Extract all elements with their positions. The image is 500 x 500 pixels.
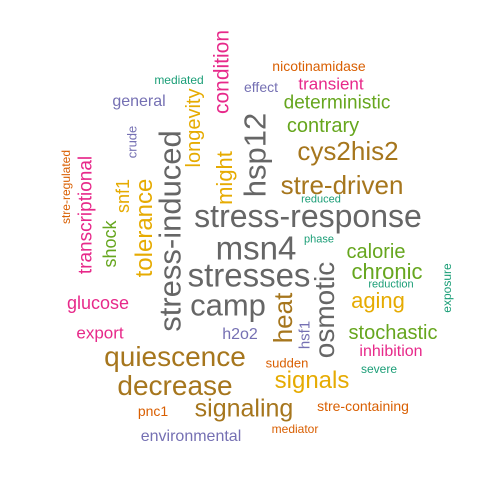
- word-camp: camp: [190, 287, 266, 323]
- word-sudden: sudden: [265, 355, 309, 371]
- word-chronic: chronic: [351, 259, 423, 284]
- word-condition: condition: [210, 29, 234, 115]
- word-effect: effect: [244, 79, 278, 95]
- word-cys2his2: cys2his2: [297, 136, 399, 166]
- word-shock: shock: [100, 220, 120, 268]
- word-mediated: mediated: [154, 73, 204, 87]
- word-transcriptional: transcriptional: [75, 155, 97, 275]
- word-stre-driven: stre-driven: [280, 170, 404, 200]
- word-decrease: decrease: [117, 370, 233, 401]
- word-reduced: reduced: [301, 193, 341, 206]
- word-glucose: glucose: [66, 293, 130, 313]
- word-transient: transient: [298, 74, 364, 94]
- word-reduction: reduction: [368, 278, 414, 291]
- word-hsp12: hsp12: [237, 112, 273, 198]
- word-general: general: [112, 93, 166, 110]
- word-stress-response: stress-response: [194, 198, 422, 234]
- word-nicotinamidase: nicotinamidase: [272, 58, 366, 74]
- word-contrary: contrary: [286, 115, 360, 137]
- word-msn4: msn4: [215, 229, 297, 267]
- word-inhibition: inhibition: [359, 343, 423, 360]
- word-stochastic: stochastic: [348, 322, 438, 344]
- word-pnc1: pnc1: [137, 403, 169, 419]
- word-heat: heat: [268, 292, 298, 344]
- word-longevity: longevity: [183, 88, 205, 168]
- word-snf1: snf1: [113, 178, 133, 214]
- word-exposure: exposure: [440, 263, 454, 313]
- word-stresses: stresses: [187, 256, 311, 294]
- word-signals: signals: [274, 367, 350, 394]
- word-quiescence: quiescence: [104, 341, 246, 372]
- word-mediator: mediator: [271, 422, 319, 436]
- word-stress-induced: stress-induced: [152, 130, 188, 332]
- word-aging: aging: [351, 288, 405, 313]
- word-export: export: [76, 323, 124, 343]
- word-h2o2: h2o2: [222, 326, 258, 343]
- word-calorie: calorie: [346, 241, 406, 263]
- word-severe: severe: [360, 362, 398, 376]
- word-signaling: signaling: [194, 394, 294, 423]
- word-environmental: environmental: [140, 428, 242, 445]
- word-phase: phase: [304, 233, 334, 246]
- word-osmotic: osmotic: [309, 261, 340, 359]
- word-hsf1: hsf1: [296, 320, 314, 350]
- word-crude: crude: [124, 125, 140, 159]
- word-stre-regulated: stre-regulated: [59, 149, 73, 225]
- word-tolerance: tolerance: [131, 178, 158, 278]
- word-deterministic: deterministic: [283, 92, 391, 114]
- word-stre-containing: stre-containing: [317, 398, 409, 414]
- word-might: might: [212, 151, 237, 205]
